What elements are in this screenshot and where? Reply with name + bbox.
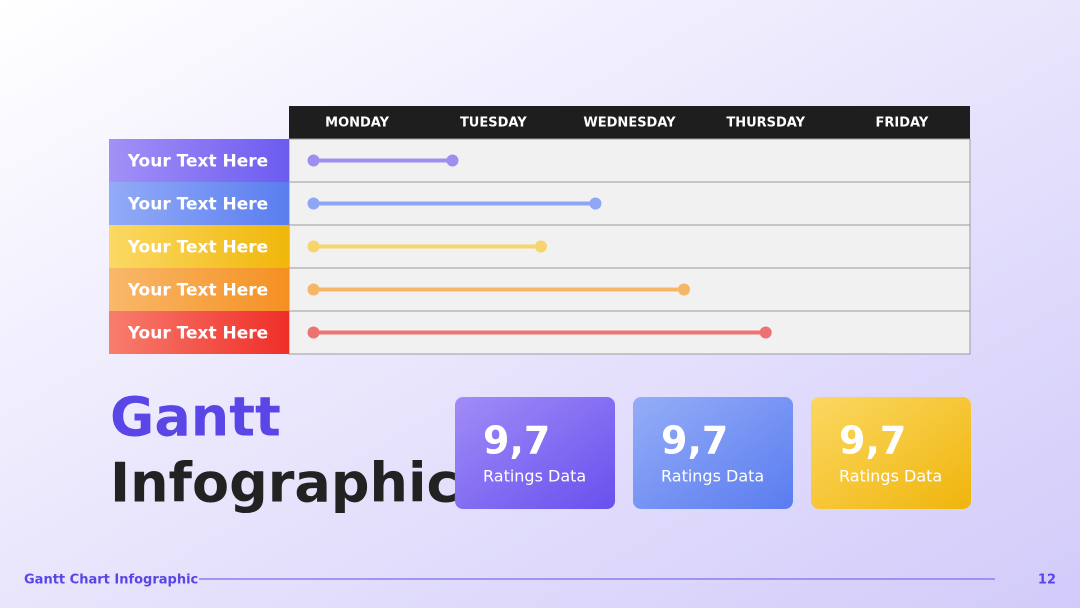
row-label-cell (109, 139, 289, 182)
bar-start (307, 326, 320, 339)
row-label: Your Text Here (127, 152, 268, 172)
card (455, 397, 615, 509)
row-label: Your Text Here (127, 238, 268, 258)
column-header: MONDAY (325, 116, 389, 131)
bar-start (307, 154, 320, 167)
card (811, 397, 971, 509)
page-number: 12 (1038, 573, 1056, 588)
card-value: 9,7 (839, 419, 906, 463)
header-row (289, 106, 970, 139)
column-header: FRIDAY (876, 116, 929, 131)
column-header: WEDNESDAY (583, 116, 676, 131)
bar-end (677, 283, 690, 296)
card-label: Ratings Data (661, 467, 764, 486)
footer-text: Gantt Chart Infographic (24, 573, 198, 588)
cards: 9,7 Ratings Data 9,7 Ratings Data 9,7 Ratings… (455, 397, 971, 509)
title-line: Gantt (110, 386, 281, 449)
bar-end (446, 154, 459, 167)
card-value: 9,7 (661, 419, 728, 463)
gantt-chart: MONDAY TUESDAY WEDNESDAY THURSDAY FRIDAY Your… (109, 116, 971, 355)
bar-end (759, 326, 772, 339)
row-label-cell (109, 311, 289, 354)
row-label-cell (109, 182, 289, 225)
column-header: TUESDAY (460, 116, 527, 131)
title-line: Infographic (110, 452, 458, 515)
card (633, 397, 793, 509)
row-label-cell (109, 268, 289, 311)
row-label: Your Text Here (127, 195, 268, 215)
column-header: THURSDAY (726, 116, 805, 131)
row-label: Your Text Here (127, 324, 268, 344)
bar-end (534, 240, 547, 253)
card-label: Ratings Data (483, 467, 586, 486)
bar-start (307, 197, 320, 210)
card-label: Ratings Data (839, 467, 942, 486)
row-label: Your Text Here (127, 281, 268, 301)
card-value: 9,7 (483, 419, 550, 463)
row-label-cell (109, 225, 289, 268)
bar-end (589, 197, 602, 210)
bar-start (307, 283, 320, 296)
bar-start (307, 240, 320, 253)
